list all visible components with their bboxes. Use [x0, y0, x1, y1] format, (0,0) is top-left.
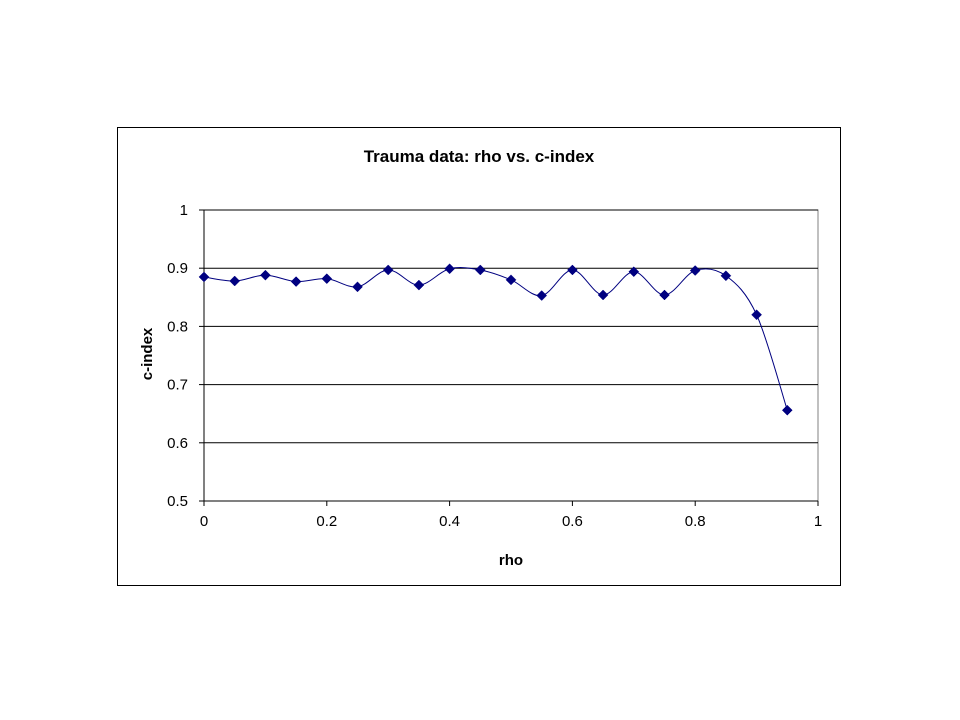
data-point-marker [689, 265, 701, 276]
data-point-marker [198, 271, 210, 283]
data-point-marker [505, 274, 517, 286]
data-point-marker [628, 266, 640, 278]
y-tick-label: 0.6 [167, 435, 188, 452]
data-point-marker [413, 279, 425, 291]
data-point-marker [260, 269, 271, 281]
data-point-marker [290, 276, 302, 287]
chart-title: Trauma data: rho vs. c-index [364, 147, 595, 166]
data-point-marker [751, 309, 762, 321]
data-point-marker [229, 275, 241, 287]
y-axis-title: c-index [139, 327, 156, 380]
x-tick-label: 0.6 [562, 513, 583, 530]
data-point-marker [536, 290, 548, 301]
chart: 0 0.2 0.4 0.6 0.8 1 0.5 0.6 0.7 0.8 0.9 1 Trauma d… [139, 147, 822, 569]
y-tick-label: 0.5 [167, 493, 188, 510]
data-point-marker [321, 273, 333, 285]
x-axis-title: rho [499, 552, 523, 569]
plot-area [203, 209, 819, 502]
x-tick-label: 0 [200, 513, 208, 530]
x-tick-label: 0.8 [685, 513, 706, 530]
x-axis-ticks: 0 0.2 0.4 0.6 0.8 1 [200, 501, 822, 530]
data-point-marker [444, 263, 455, 275]
gridlines [204, 209, 818, 444]
x-tick-label: 0.4 [439, 513, 460, 530]
data-point-marker [720, 270, 732, 282]
x-tick-label: 0.2 [316, 513, 337, 530]
data-point-marker [382, 264, 394, 276]
y-tick-label: 0.7 [167, 377, 188, 394]
y-tick-label: 0.8 [167, 318, 188, 335]
chart-frame: 0 0.2 0.4 0.6 0.8 1 0.5 0.6 0.7 0.8 0.9 1 Trauma d… [117, 127, 841, 586]
y-tick-label: 1 [180, 202, 188, 219]
data-point-marker [659, 289, 670, 301]
data-point-marker [781, 404, 793, 416]
series-markers [198, 263, 793, 416]
data-point-marker [567, 264, 578, 276]
y-tick-label: 0.9 [167, 260, 188, 277]
x-tick-label: 1 [814, 513, 822, 530]
data-point-marker [352, 281, 363, 293]
y-axis-ticks: 0.5 0.6 0.7 0.8 0.9 1 [167, 202, 204, 510]
data-point-marker [597, 289, 609, 301]
data-point-marker [474, 264, 486, 276]
